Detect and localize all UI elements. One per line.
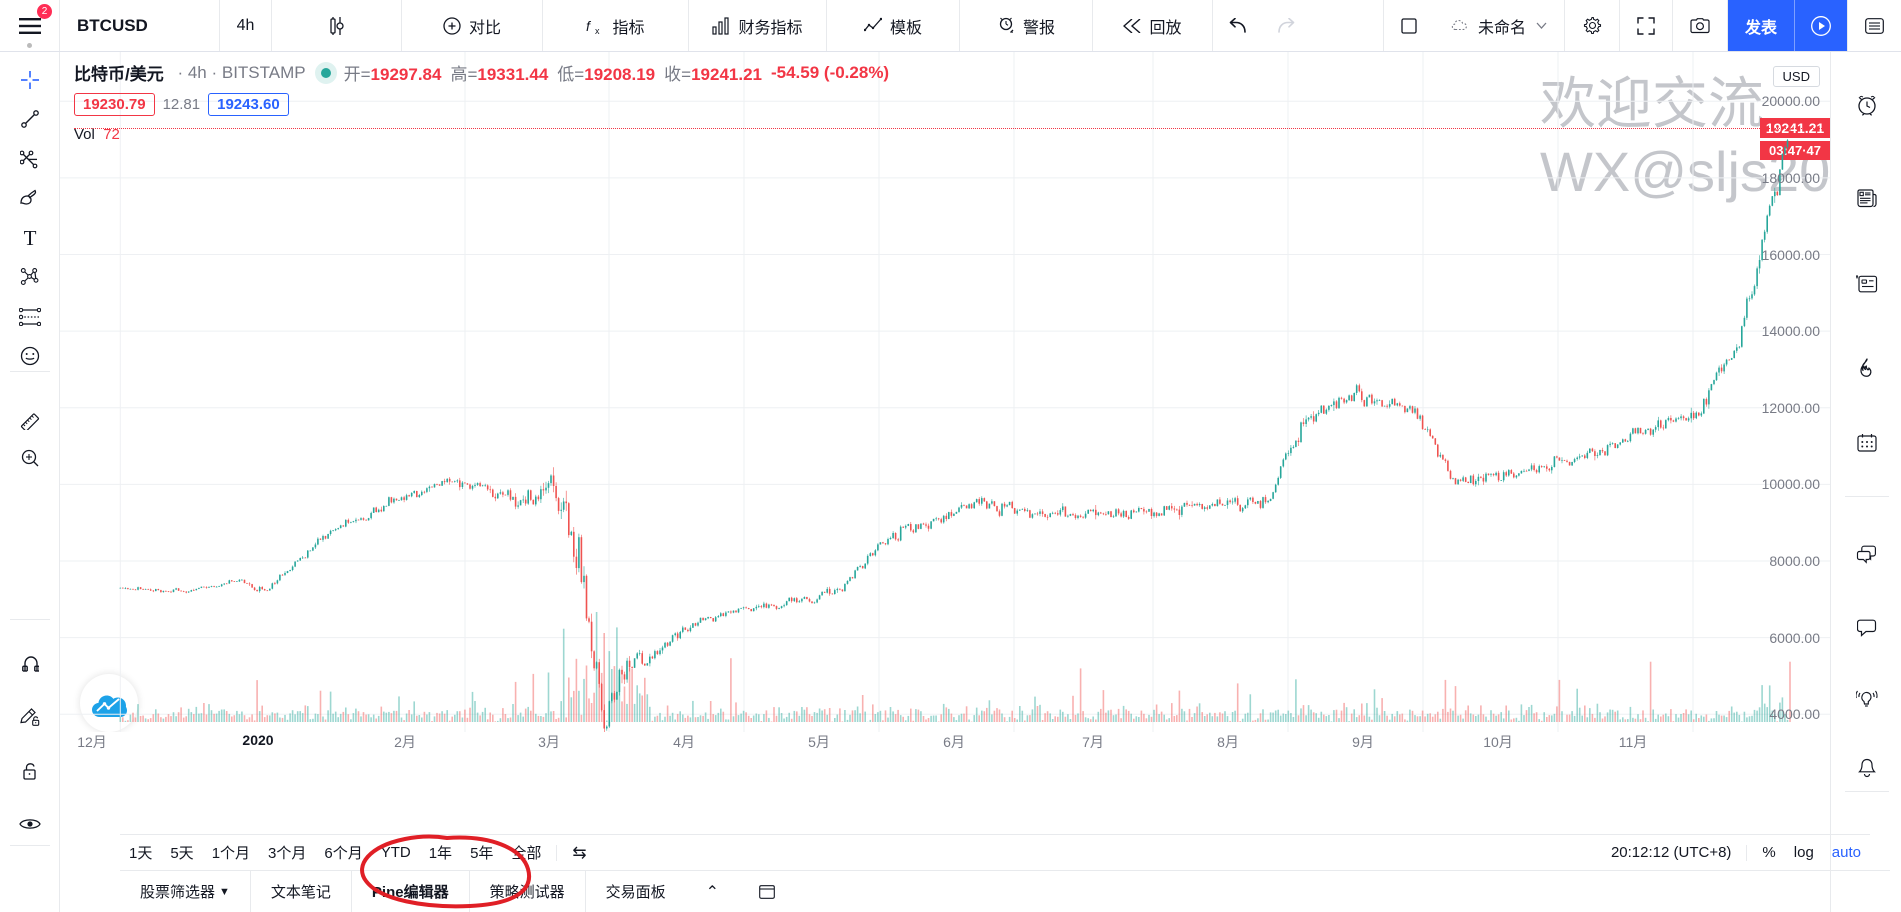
svg-text:x: x — [595, 26, 600, 35]
svg-text:f: f — [586, 18, 592, 34]
